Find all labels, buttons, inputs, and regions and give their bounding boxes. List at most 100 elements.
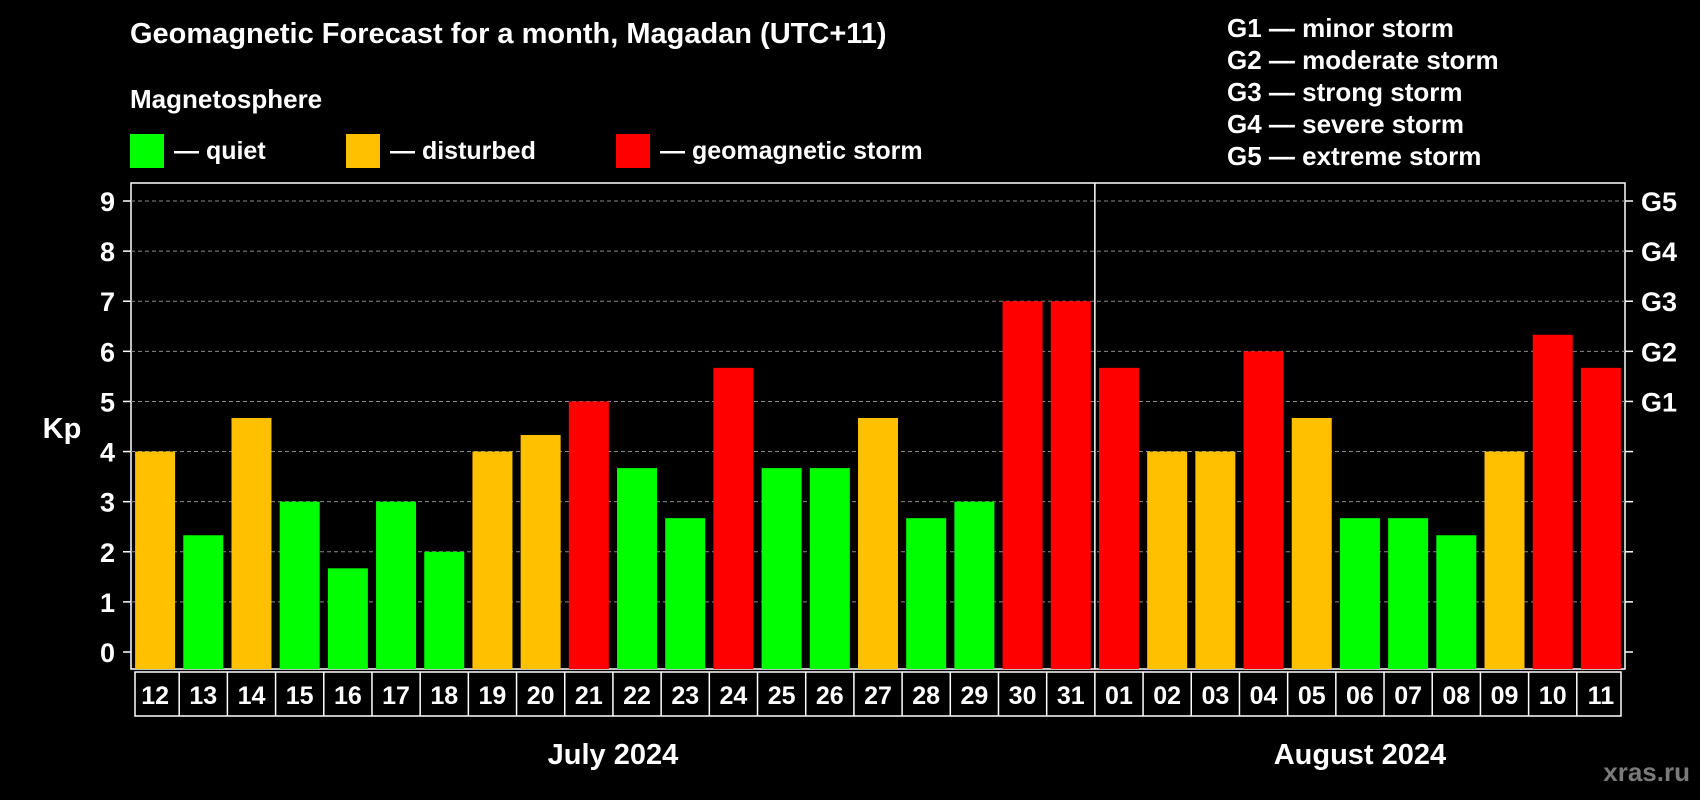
y-tick-label: 3 — [100, 488, 115, 518]
x-tick-label: 31 — [1057, 682, 1085, 710]
y-axis-label: Kp — [43, 413, 82, 445]
x-tick-label: 27 — [864, 682, 892, 710]
bar — [1532, 334, 1573, 669]
legend-item-disturbed: — disturbed — [346, 134, 536, 168]
bar — [1580, 367, 1621, 669]
x-tick-label: 02 — [1153, 682, 1181, 710]
x-tick-label: 25 — [768, 682, 796, 710]
right-axis-label: G4 — [1641, 237, 1677, 267]
y-tick-label: 0 — [100, 638, 115, 668]
x-tick-label: 22 — [623, 682, 651, 710]
legend-label-quiet: — quiet — [174, 136, 266, 165]
bar — [520, 435, 561, 669]
x-tick-label: 17 — [382, 682, 410, 710]
x-tick-label: 06 — [1346, 682, 1374, 710]
bar — [858, 417, 898, 669]
legend-item-storm: — geomagnetic storm — [616, 134, 923, 168]
bar — [1484, 451, 1525, 669]
x-tick-label: 15 — [286, 682, 314, 710]
x-tick-label: 12 — [141, 682, 169, 710]
bar — [1388, 518, 1429, 669]
x-tick-label: 24 — [720, 682, 748, 710]
bar — [135, 451, 176, 669]
bar — [279, 501, 320, 669]
watermark: xras.ru — [1603, 757, 1690, 787]
x-tick-label: 16 — [334, 682, 362, 710]
bar — [1050, 301, 1091, 669]
y-tick-label: 2 — [100, 538, 115, 568]
y-tick-label: 8 — [100, 237, 115, 267]
bar — [954, 501, 995, 669]
date-label-row — [134, 671, 1622, 717]
y-tick-label: 6 — [100, 337, 115, 367]
right-axis-label: G5 — [1641, 187, 1677, 217]
bar — [1147, 451, 1188, 669]
x-tick-label: 14 — [238, 682, 266, 710]
x-tick-label: 28 — [912, 682, 940, 710]
legend-swatch-quiet — [130, 134, 164, 168]
storm-scale-legend: G1 — minor storm G2 — moderate storm G3 … — [1227, 12, 1499, 172]
legend-swatch-storm — [616, 134, 650, 168]
x-tick-label: 03 — [1201, 682, 1229, 710]
bar — [231, 417, 272, 669]
right-axis-label: G1 — [1641, 387, 1677, 417]
scale-legend-g1: G1 — minor storm — [1227, 13, 1454, 43]
month-label: August 2024 — [1274, 739, 1446, 771]
right-axis-label: G3 — [1641, 287, 1677, 317]
bar — [809, 468, 850, 669]
bar — [183, 535, 224, 669]
chart-subtitle: Magnetosphere — [130, 84, 323, 114]
bar — [1098, 367, 1139, 669]
x-tick-label: 23 — [671, 682, 699, 710]
bar — [761, 468, 802, 669]
x-tick-label: 20 — [527, 682, 555, 710]
y-tick-label: 9 — [100, 187, 115, 217]
x-tick-label: 26 — [816, 682, 844, 710]
y-tick-label: 4 — [100, 438, 115, 468]
bar — [1436, 535, 1477, 669]
bar — [1243, 351, 1284, 669]
x-tick-label: 30 — [1009, 682, 1037, 710]
bar — [1195, 451, 1236, 669]
x-tick-label: 21 — [575, 682, 603, 710]
bar — [472, 451, 513, 669]
x-tick-label: 18 — [430, 682, 458, 710]
x-tick-label: 19 — [479, 682, 507, 710]
bar — [906, 518, 947, 669]
scale-legend-g5: G5 — extreme storm — [1227, 141, 1482, 171]
y-tick-label: 5 — [100, 387, 115, 417]
x-tick-label: 01 — [1105, 682, 1133, 710]
bar — [327, 568, 368, 669]
scale-legend-g3: G3 — strong storm — [1227, 77, 1463, 107]
x-tick-label: 13 — [189, 682, 217, 710]
x-tick-label: 04 — [1250, 682, 1278, 710]
legend-item-quiet: — quiet — [130, 134, 266, 168]
x-tick-label: 29 — [960, 682, 988, 710]
x-tick-label: 11 — [1588, 682, 1615, 710]
x-tick-label: 10 — [1539, 682, 1567, 710]
scale-legend-g2: G2 — moderate storm — [1227, 45, 1499, 75]
right-axis-label: G2 — [1641, 337, 1677, 367]
x-tick-label: 09 — [1491, 682, 1519, 710]
x-tick-label: 07 — [1394, 682, 1422, 710]
x-tick-label: 05 — [1298, 682, 1326, 710]
y-tick-label: 1 — [100, 588, 115, 618]
y-tick-label: 7 — [100, 287, 115, 317]
scale-legend-g4: G4 — severe storm — [1227, 109, 1465, 139]
bar — [713, 367, 754, 669]
bar — [568, 401, 609, 669]
legend-swatch-disturbed — [346, 134, 380, 168]
bar — [1339, 518, 1380, 669]
x-tick-label: 08 — [1442, 682, 1470, 710]
bar — [1291, 417, 1332, 669]
bar — [665, 518, 706, 669]
legend-label-disturbed: — disturbed — [390, 136, 536, 165]
legend-label-storm: — geomagnetic storm — [660, 136, 923, 165]
bar — [617, 468, 658, 669]
month-label: July 2024 — [548, 739, 679, 771]
bar — [376, 501, 417, 669]
chart-title: Geomagnetic Forecast for a month, Magada… — [130, 18, 887, 50]
bar — [1002, 301, 1043, 669]
bar — [424, 551, 465, 669]
